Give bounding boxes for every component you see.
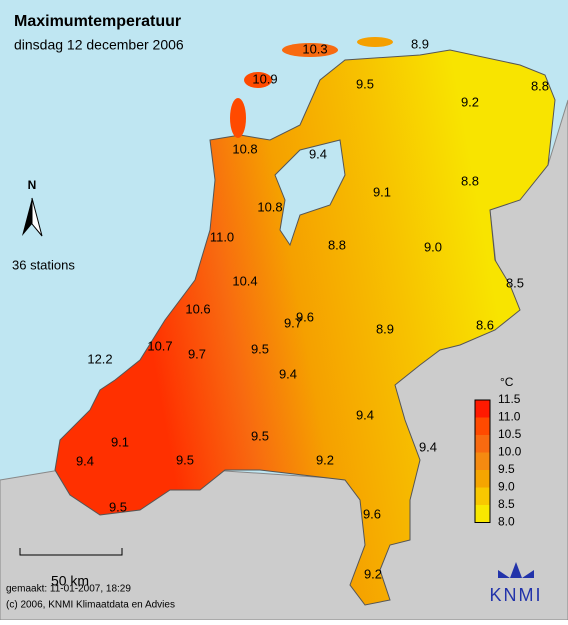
island xyxy=(244,72,272,88)
station-value: 10.8 xyxy=(232,141,257,156)
legend-swatch xyxy=(475,470,490,488)
subtitle: dinsdag 12 december 2006 xyxy=(14,37,184,53)
footer: gemaakt: 11-01-2007, 18:29 xyxy=(6,584,131,595)
scale-bar xyxy=(19,548,123,556)
station-value: 10.6 xyxy=(185,301,210,316)
station-value: 10.7 xyxy=(147,338,172,353)
island xyxy=(230,98,246,138)
footer: (c) 2006, KNMI Klimaatdata en Advies xyxy=(6,600,175,611)
legend-swatch xyxy=(475,435,490,453)
legend-swatch xyxy=(475,487,490,505)
station-value: 10.8 xyxy=(257,199,282,214)
ijsselmeer xyxy=(274,139,346,247)
legend-label: 9.5 xyxy=(498,462,515,476)
station-value: 9.2 xyxy=(461,94,479,109)
station-value: 9.5 xyxy=(109,499,127,514)
station-value: 9.1 xyxy=(373,184,391,199)
netherlands xyxy=(54,49,556,606)
legend-label: 9.0 xyxy=(498,480,515,494)
station-value: 9.6 xyxy=(296,309,314,324)
station-value: 9.7 xyxy=(188,346,206,361)
north-label: N xyxy=(28,178,37,192)
station-value: 9.1 xyxy=(111,434,129,449)
legend-label: 10.5 xyxy=(498,427,522,441)
station-value: 8.8 xyxy=(461,173,479,188)
legend-label: 8.0 xyxy=(498,515,515,529)
station-value: 9.4 xyxy=(309,146,327,161)
north-arrow xyxy=(22,198,32,236)
station-value: 9.4 xyxy=(76,453,94,468)
station-value: 8.8 xyxy=(531,78,549,93)
legend-unit: °C xyxy=(500,375,514,389)
station-value: 10.9 xyxy=(252,71,277,86)
station-count: 36 stations xyxy=(12,257,75,272)
legend-label: 11.0 xyxy=(498,410,521,424)
station-value: 9.0 xyxy=(424,239,442,254)
legend-frame xyxy=(474,399,491,523)
station-value: 8.9 xyxy=(376,321,394,336)
station-value: 9.4 xyxy=(356,407,374,422)
station-value: 9.5 xyxy=(176,452,194,467)
station-value: 9.5 xyxy=(356,76,374,91)
island xyxy=(357,37,393,47)
station-value: 9.4 xyxy=(279,366,297,381)
station-value: 9.4 xyxy=(419,439,437,454)
title: Maximumtemperatuur xyxy=(14,13,181,30)
legend-swatch xyxy=(475,505,490,523)
station-value: 9.5 xyxy=(251,428,269,443)
station-value: 8.6 xyxy=(476,317,494,332)
station-value: 9.6 xyxy=(363,506,381,521)
station-value: 9.7 xyxy=(284,315,302,330)
station-value: 9.2 xyxy=(316,452,334,467)
logo-crown xyxy=(498,562,534,578)
legend-swatch xyxy=(475,452,490,470)
logo: KNMI xyxy=(490,585,543,605)
legend-label: 10.0 xyxy=(498,445,522,459)
legend-label: 11.5 xyxy=(498,392,521,406)
station-value: 10.3 xyxy=(302,41,327,56)
island xyxy=(282,43,338,57)
legend-swatch xyxy=(475,417,490,435)
legend-swatch xyxy=(475,400,490,418)
legend-label: 8.5 xyxy=(498,497,515,511)
station-value: 11.0 xyxy=(210,229,234,244)
north-arrow xyxy=(31,197,43,237)
station-value: 9.2 xyxy=(364,566,382,581)
station-value: 12.2 xyxy=(87,351,112,366)
station-value: 8.8 xyxy=(328,237,346,252)
scale-label: 50 km xyxy=(51,573,89,589)
station-value: 10.4 xyxy=(232,273,257,288)
station-value: 8.9 xyxy=(411,36,429,51)
station-value: 8.5 xyxy=(506,275,524,290)
station-value: 9.5 xyxy=(251,341,269,356)
